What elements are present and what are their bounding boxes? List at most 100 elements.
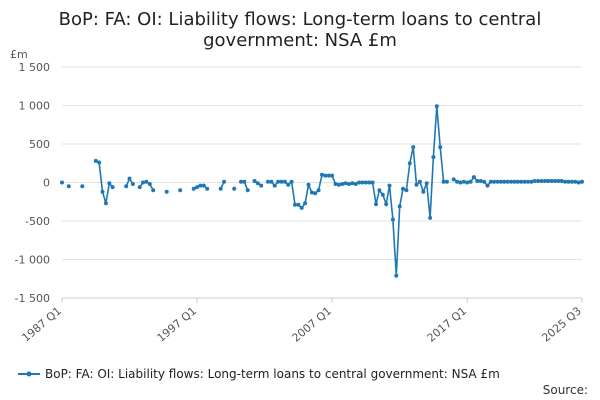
- data-point: [313, 191, 318, 196]
- data-point: [455, 179, 460, 184]
- data-point: [66, 184, 71, 189]
- data-point: [394, 273, 399, 278]
- data-point: [289, 179, 294, 184]
- data-point: [353, 182, 358, 186]
- data-point: [397, 204, 402, 209]
- data-point: [509, 179, 514, 184]
- data-point: [515, 179, 520, 184]
- data-point: [151, 188, 156, 193]
- data-point: [93, 158, 98, 163]
- data-point: [272, 183, 277, 188]
- data-point: [255, 181, 260, 186]
- data-point: [424, 181, 429, 186]
- data-point: [428, 215, 433, 220]
- data-point: [380, 192, 385, 197]
- data-point: [377, 188, 382, 193]
- data-point: [417, 179, 422, 184]
- chart-title-line-1: BoP: FA: OI: Liability flows: Long-term …: [59, 9, 542, 30]
- data-point: [499, 179, 503, 184]
- data-point: [549, 179, 554, 183]
- data-point: [97, 160, 102, 165]
- data-point: [306, 182, 311, 187]
- data-point: [293, 202, 297, 207]
- data-point: [438, 145, 443, 150]
- data-point: [465, 180, 470, 185]
- data-point: [80, 184, 85, 189]
- data-point: [282, 179, 287, 184]
- y-unit-label: £m: [10, 48, 28, 61]
- data-point: [367, 180, 372, 185]
- y-tick-label: 500: [29, 138, 50, 151]
- data-point: [316, 188, 321, 193]
- data-point: [144, 179, 149, 184]
- data-point: [137, 185, 142, 190]
- data-point: [492, 179, 497, 184]
- data-point: [279, 179, 284, 184]
- data-point: [100, 189, 105, 194]
- data-point: [563, 179, 568, 184]
- data-point: [569, 179, 574, 184]
- data-point: [532, 179, 537, 183]
- data-point: [245, 188, 250, 193]
- data-point: [411, 145, 416, 150]
- data-point: [336, 182, 341, 187]
- data-point: [539, 179, 544, 183]
- data-point: [147, 182, 152, 186]
- data-point: [178, 188, 183, 193]
- y-tick-label: 1 000: [19, 100, 51, 113]
- data-point: [239, 179, 243, 184]
- data-point: [309, 190, 314, 195]
- data-point: [259, 183, 264, 188]
- data-point: [519, 179, 524, 184]
- data-point: [536, 179, 541, 183]
- data-point: [110, 185, 115, 190]
- data-point: [475, 179, 480, 183]
- data-point: [404, 188, 409, 193]
- data-point: [350, 181, 355, 186]
- data-point: [333, 182, 338, 186]
- x-tick-label: 1997 Q1: [155, 304, 199, 344]
- data-point: [384, 202, 389, 207]
- data-point: [323, 173, 328, 178]
- data-point: [276, 179, 281, 184]
- x-tick-label: 2007 Q1: [290, 304, 334, 344]
- data-point: [296, 202, 301, 207]
- data-point: [141, 180, 145, 185]
- data-point: [326, 173, 331, 178]
- data-point: [529, 179, 534, 184]
- data-point: [407, 161, 412, 166]
- data-point: [414, 182, 419, 187]
- data-point: [559, 179, 564, 183]
- data-point: [566, 179, 571, 184]
- x-tick-label: 1987 Q1: [19, 304, 63, 344]
- data-point: [198, 183, 203, 188]
- data-point: [242, 179, 247, 184]
- data-point: [252, 179, 257, 183]
- data-point: [468, 179, 473, 184]
- data-point: [191, 186, 196, 191]
- data-point: [505, 179, 510, 184]
- series-group: [60, 104, 584, 278]
- x-tick-label: 2017 Q1: [425, 304, 469, 344]
- chart-title-line-2: government: NSA £m: [203, 30, 397, 51]
- data-point: [553, 179, 557, 183]
- data-point: [387, 183, 392, 188]
- source-label: Source:: [543, 383, 588, 397]
- data-point: [451, 177, 456, 182]
- y-axis-ticks: 1 500 1 000 500 0 -500 -1 000 -1 500: [15, 61, 50, 305]
- y-tick-label: 1 500: [19, 61, 51, 74]
- data-point: [374, 202, 378, 207]
- data-point: [340, 182, 345, 186]
- data-point: [360, 180, 365, 185]
- legend-dot-marker: [26, 371, 32, 377]
- y-tick-label: -1 500: [15, 292, 50, 305]
- x-tick-label: 2025 Q3: [539, 304, 583, 344]
- data-point: [434, 104, 439, 109]
- y-tick-label: -500: [25, 215, 50, 228]
- data-point: [401, 186, 405, 191]
- data-point: [130, 182, 135, 186]
- data-point: [205, 186, 210, 191]
- data-point: [461, 179, 466, 184]
- data-point: [343, 181, 348, 186]
